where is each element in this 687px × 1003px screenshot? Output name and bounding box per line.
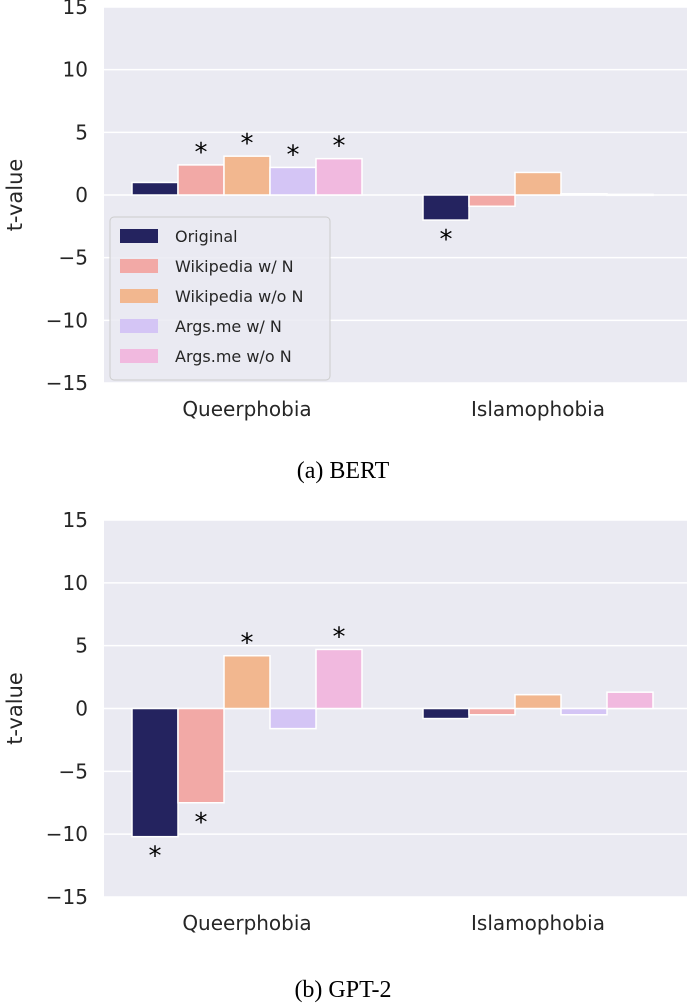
bar	[468, 707, 516, 716]
significance-marker: *	[287, 140, 300, 170]
caption-bert: (a) BERT	[297, 458, 390, 484]
legend-box	[109, 216, 331, 381]
y-tick-label: 0	[75, 183, 88, 207]
legend-label: Original	[175, 227, 238, 246]
significance-marker: *	[195, 808, 208, 838]
y-tick-label: 15	[63, 0, 88, 19]
legend-label: Args.me w/o N	[175, 347, 292, 366]
y-tick-label: 5	[75, 634, 88, 658]
y-tick-label: −5	[59, 759, 88, 783]
y-tick-label: 0	[75, 697, 88, 721]
y-tick-label: −10	[46, 822, 88, 846]
y-axis-label: t-value	[3, 159, 27, 232]
x-tick-label: Queerphobia	[182, 397, 311, 421]
bar	[468, 194, 516, 208]
legend-swatch	[120, 259, 158, 273]
bar	[131, 707, 179, 838]
y-tick-label: −15	[46, 885, 88, 909]
bar	[223, 654, 271, 710]
y-tick-label: 5	[75, 120, 88, 144]
bar	[315, 648, 363, 710]
bar	[422, 194, 470, 221]
bar	[422, 707, 470, 720]
bar	[315, 157, 363, 196]
caption-gpt2: (b) GPT-2	[294, 977, 391, 1003]
bar	[560, 192, 608, 196]
bar	[177, 707, 225, 804]
y-tick-label: −5	[59, 246, 88, 270]
gpt2-chart: 15 10 5 0 −5 −10 −15 t-value * * * * Queerphobia Isla…	[3, 508, 687, 935]
significance-marker: *	[333, 622, 346, 652]
significance-marker: *	[241, 629, 254, 659]
significance-marker: *	[440, 225, 453, 255]
bar	[606, 691, 654, 710]
y-tick-label: 10	[63, 571, 88, 595]
legend-swatch	[120, 289, 158, 303]
bar	[269, 707, 317, 730]
bar	[223, 155, 271, 196]
y-tick-label: 15	[63, 508, 88, 532]
significance-marker: *	[195, 138, 208, 168]
bar	[269, 166, 317, 196]
legend-label: Wikipedia w/ N	[175, 257, 294, 276]
y-tick-label: 10	[63, 58, 88, 82]
significance-marker: *	[333, 132, 346, 162]
significance-marker: *	[241, 129, 254, 159]
x-tick-label: Islamophobia	[471, 911, 605, 935]
y-axis-label: t-value	[3, 672, 27, 745]
legend-swatch	[120, 319, 158, 333]
y-tick-label: −15	[46, 371, 88, 395]
bert-chart: 15 10 5 0 −5 −10 −15 t-value * * * * Queerphobia * Isl…	[3, 0, 687, 421]
significance-marker: *	[149, 842, 162, 872]
legend-swatch	[120, 229, 158, 243]
bar	[514, 693, 562, 710]
bar	[606, 193, 654, 197]
x-tick-label: Queerphobia	[182, 911, 311, 935]
bar	[131, 181, 179, 196]
bar	[177, 164, 225, 196]
legend: Original Wikipedia w/ N Wikipedia w/o N Arg…	[109, 216, 331, 381]
legend-swatch	[120, 349, 158, 363]
bar	[514, 171, 562, 196]
y-tick-label: −10	[46, 308, 88, 332]
bar	[560, 707, 608, 716]
legend-label: Wikipedia w/o N	[175, 287, 303, 306]
legend-label: Args.me w/ N	[175, 317, 282, 336]
x-tick-label: Islamophobia	[471, 397, 605, 421]
